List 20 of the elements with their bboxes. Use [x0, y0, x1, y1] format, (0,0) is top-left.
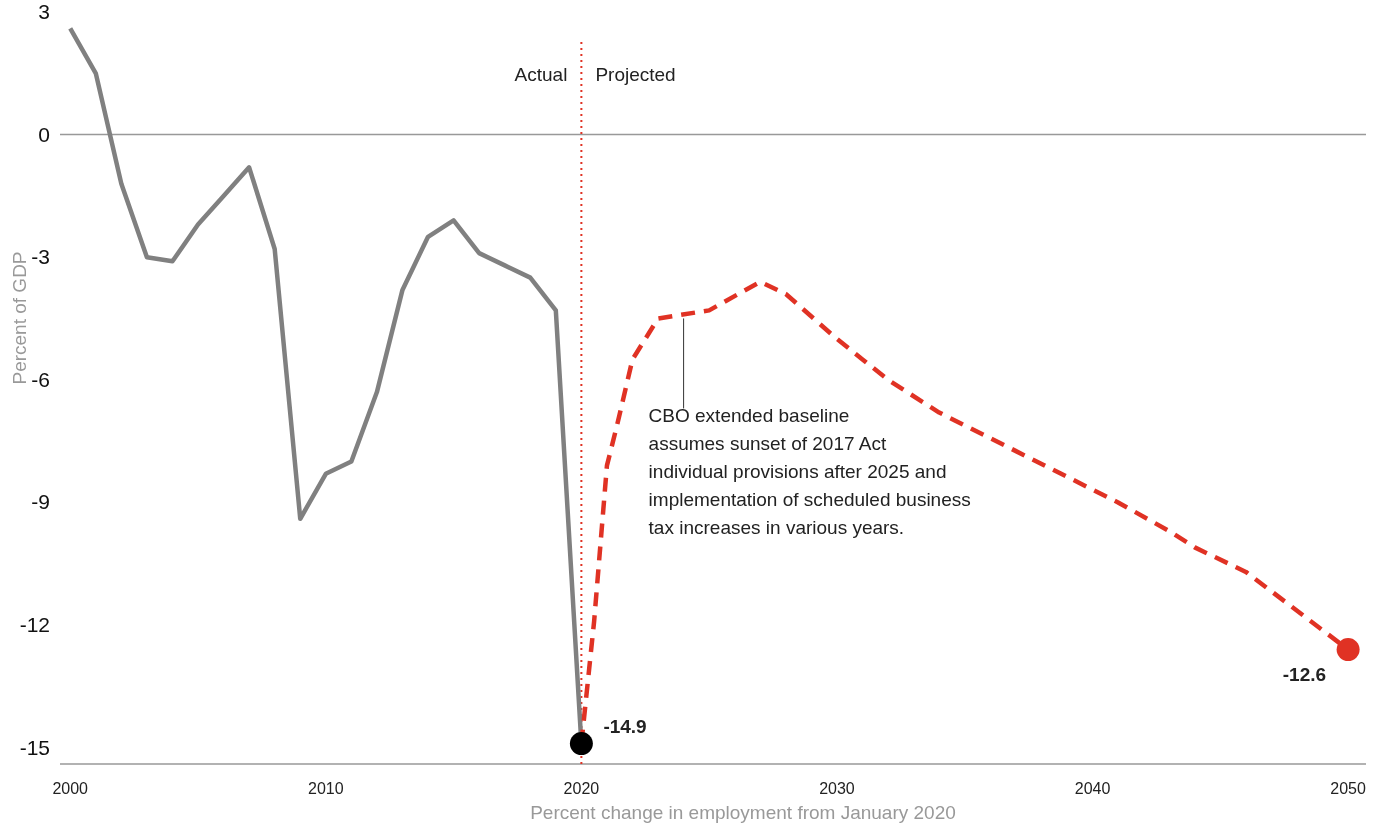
- x-tick-label: 2010: [308, 780, 344, 797]
- x-tick-label: 2040: [1074, 780, 1111, 797]
- y-tick-label: 0: [38, 122, 50, 146]
- y-tick-label: -12: [19, 613, 50, 637]
- data-label: -12.6: [1282, 663, 1327, 685]
- data-label: -14.9: [603, 715, 647, 737]
- annotation: Projected: [595, 64, 676, 85]
- x-tick-label: 2000: [52, 780, 89, 797]
- annotation: Actual: [514, 64, 568, 85]
- annotation: CBO extended baseline assumes sunset of 2017 Act individual provisions after 2025 and implementation of scheduled business tax increases in various years.: [648, 405, 971, 539]
- x-tick-label: 2050: [1330, 780, 1367, 797]
- y-tick-label: -6: [31, 367, 50, 391]
- x-axis-title: Percent change in employment from January 2020: [530, 802, 956, 823]
- y-tick-label: -15: [19, 735, 50, 759]
- y-tick-label: 3: [38, 0, 50, 23]
- x-tick-label: 2020: [563, 780, 600, 797]
- y-tick-label: -9: [31, 490, 50, 514]
- y-axis-title: Percent of GDP: [9, 251, 30, 385]
- x-tick-label: 2030: [819, 780, 855, 797]
- y-tick-label: -3: [31, 245, 50, 269]
